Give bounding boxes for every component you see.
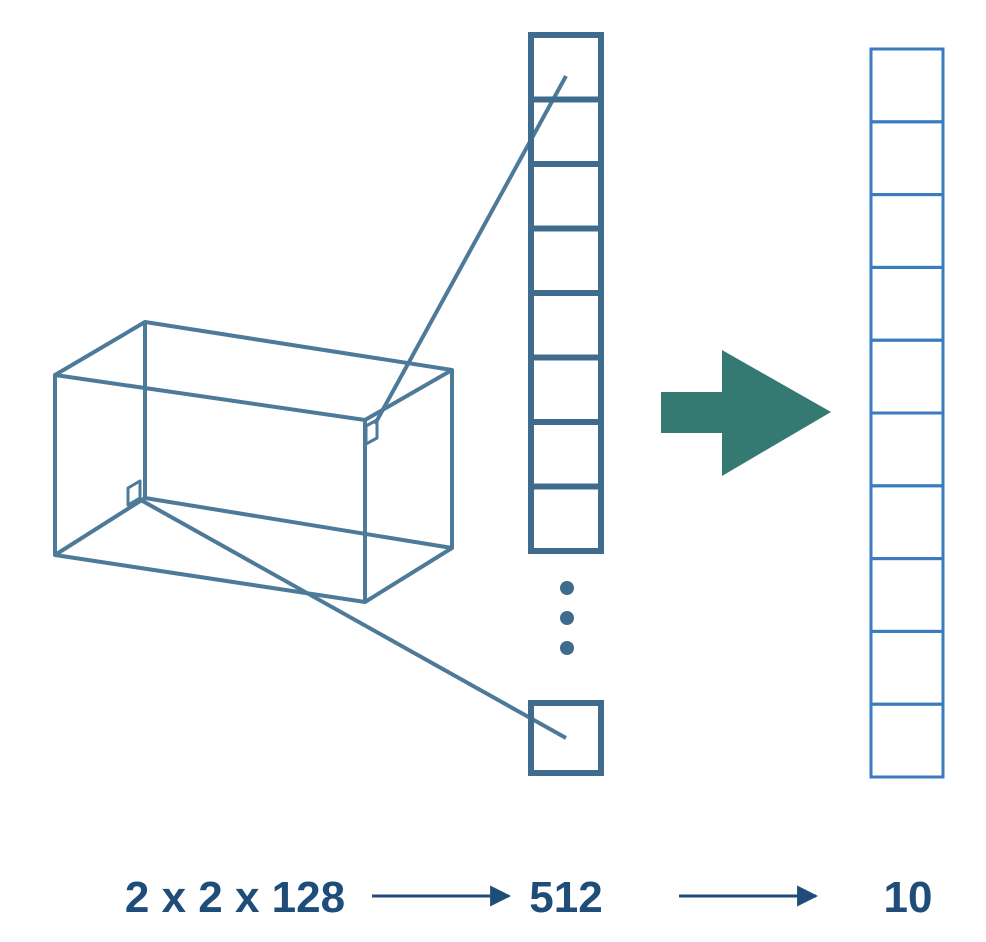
output-cell xyxy=(869,484,945,561)
output-cell xyxy=(869,411,945,488)
output-cell xyxy=(869,193,945,269)
flatten-cell xyxy=(528,96,604,167)
ellipsis-dot xyxy=(560,641,574,655)
projection-line-top xyxy=(373,75,568,425)
feature-box-back-face xyxy=(143,320,454,550)
flatten-cell xyxy=(528,32,604,103)
feature-box-edge xyxy=(363,546,454,604)
output-cell xyxy=(869,265,945,342)
feature-box-edge xyxy=(364,368,453,422)
flatten-cell xyxy=(528,161,604,232)
output-cell xyxy=(869,120,945,197)
output-cell xyxy=(869,338,945,415)
feature-box-front-face xyxy=(53,373,367,604)
flatten-size-label: 512 xyxy=(529,873,602,922)
output-cell xyxy=(869,47,945,124)
output-cell xyxy=(869,557,945,633)
flatten-cell xyxy=(528,225,604,296)
feature-box-edge xyxy=(53,320,147,377)
feature-box-voxel xyxy=(364,418,379,446)
output-cell xyxy=(869,702,945,779)
ellipsis-dot xyxy=(560,611,574,625)
projection-line-bottom xyxy=(138,497,567,740)
flatten-cell xyxy=(528,290,604,361)
input-shape-label: 2 x 2 x 128 xyxy=(125,873,345,922)
flatten-cell xyxy=(528,419,604,490)
output-size-label: 10 xyxy=(884,873,933,922)
output-vector xyxy=(869,47,945,779)
flatten-vector xyxy=(528,32,604,554)
flatten-cell xyxy=(528,354,604,425)
ellipsis-dot xyxy=(560,581,574,595)
feature-map-box xyxy=(53,75,568,740)
vertical-ellipsis-icon xyxy=(560,581,574,655)
feature-box-edge xyxy=(53,496,147,557)
flatten-last-cell xyxy=(528,700,604,776)
output-cell xyxy=(869,629,945,706)
right-arrow-icon xyxy=(661,350,831,476)
flatten-cell xyxy=(528,483,604,554)
